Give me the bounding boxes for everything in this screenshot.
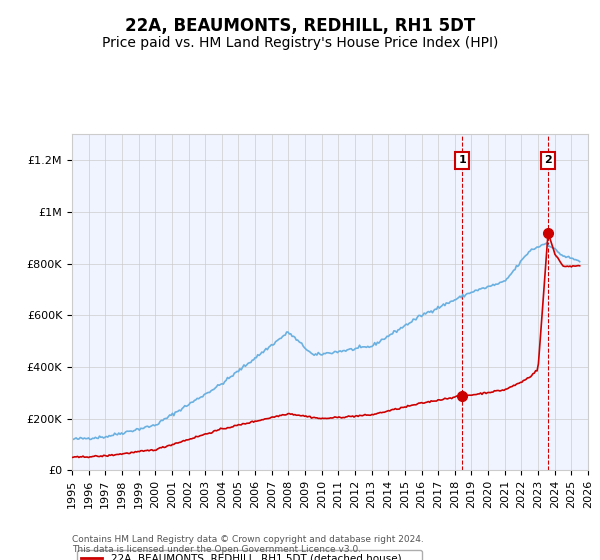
Text: 2: 2 [544, 155, 552, 165]
Legend: 22A, BEAUMONTS, REDHILL, RH1 5DT (detached house), HPI: Average price, detached : 22A, BEAUMONTS, REDHILL, RH1 5DT (detach… [77, 549, 422, 560]
Text: 22A, BEAUMONTS, REDHILL, RH1 5DT: 22A, BEAUMONTS, REDHILL, RH1 5DT [125, 17, 475, 35]
Text: Price paid vs. HM Land Registry's House Price Index (HPI): Price paid vs. HM Land Registry's House … [102, 36, 498, 50]
Text: 1: 1 [458, 155, 466, 165]
Text: Contains HM Land Registry data © Crown copyright and database right 2024.
This d: Contains HM Land Registry data © Crown c… [72, 535, 424, 554]
